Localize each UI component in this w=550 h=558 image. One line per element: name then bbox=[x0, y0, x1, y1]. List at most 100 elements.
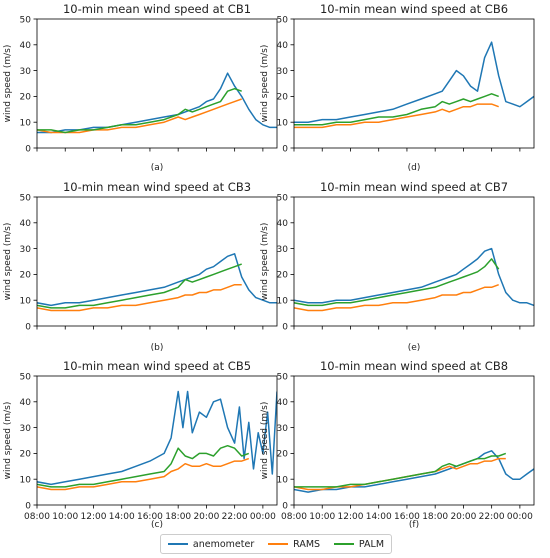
y-tick-label: 20 bbox=[277, 271, 289, 281]
chart-title: 10-min mean wind speed at CB1 bbox=[63, 2, 251, 16]
x-tick-label: 10:00 bbox=[309, 512, 335, 522]
y-tick-label: 40 bbox=[277, 41, 289, 51]
x-tick-label: 10:00 bbox=[52, 512, 78, 522]
legend-swatch-rams bbox=[268, 543, 289, 545]
y-tick-label: 30 bbox=[277, 424, 289, 434]
x-tick-label: 08:00 bbox=[24, 512, 50, 522]
y-axis-label: wind speed (m/s) bbox=[260, 223, 270, 301]
series-line-anemometer bbox=[294, 450, 534, 493]
legend-label-palm: PALM bbox=[358, 538, 385, 550]
y-tick-label: 50 bbox=[277, 193, 289, 203]
series-line-rams bbox=[37, 283, 242, 312]
chart-panel: 10-min mean wind speed at CB8 0 10 20 30 40 50… bbox=[260, 359, 535, 530]
axes-frame bbox=[36, 375, 278, 506]
x-tick-label: 12:00 bbox=[338, 512, 364, 522]
panel-label: (b) bbox=[151, 343, 164, 353]
x-tick-label: 14:00 bbox=[109, 512, 135, 522]
series-line-anemometer bbox=[294, 41, 534, 123]
chart-panel: 10-min mean wind speed at CB6 0 10 20 30 40 50… bbox=[260, 2, 535, 173]
y-axis-label: wind speed (m/s) bbox=[3, 402, 13, 480]
series-line-palm bbox=[294, 452, 507, 488]
y-tick-label: 40 bbox=[277, 398, 289, 408]
legend-item-anemometer: anemometer bbox=[167, 538, 255, 550]
legend-item-rams: RAMS bbox=[268, 539, 320, 550]
x-tick-label: 22:00 bbox=[222, 512, 248, 522]
series-line-palm bbox=[294, 93, 499, 126]
y-tick-label: 20 bbox=[20, 450, 32, 460]
x-tick-label: 16:00 bbox=[137, 512, 163, 522]
y-tick-label: 0 bbox=[25, 144, 31, 154]
chart-panel: 10-min mean wind speed at CB7 0 10 20 30 40 50… bbox=[260, 180, 535, 353]
series-line-rams bbox=[294, 457, 506, 491]
axes-frame bbox=[293, 196, 535, 327]
legend-swatch-palm bbox=[333, 543, 354, 545]
y-tick-label: 40 bbox=[20, 219, 32, 229]
series-line-palm bbox=[37, 263, 242, 309]
chart-panel: 10-min mean wind speed at CB1 0 10 20 30 40 50… bbox=[3, 2, 278, 173]
legend-swatch-anemometer bbox=[167, 543, 188, 545]
x-tick-label: 12:00 bbox=[81, 512, 107, 522]
y-tick-label: 30 bbox=[20, 245, 32, 255]
legend-label-anemometer: anemometer bbox=[192, 538, 255, 550]
y-axis-label: wind speed (m/s) bbox=[3, 45, 13, 123]
panel-label: (a) bbox=[151, 163, 164, 173]
series-line-anemometer bbox=[37, 72, 277, 134]
x-tick-label: 16:00 bbox=[394, 512, 420, 522]
series-line-rams bbox=[37, 98, 242, 134]
y-tick-label: 40 bbox=[20, 41, 32, 51]
x-tick-label: 18:00 bbox=[165, 512, 191, 522]
axes-frame bbox=[293, 375, 535, 506]
x-tick-label: 00:00 bbox=[507, 512, 533, 522]
y-tick-label: 20 bbox=[20, 93, 32, 103]
y-tick-label: 10 bbox=[277, 297, 289, 307]
series-line-anemometer bbox=[37, 390, 277, 486]
y-tick-label: 30 bbox=[277, 67, 289, 77]
legend: anemometer RAMS PALM bbox=[160, 534, 392, 554]
y-tick-label: 50 bbox=[277, 15, 289, 25]
y-tick-label: 50 bbox=[20, 372, 32, 382]
legend-label-rams: RAMS bbox=[293, 538, 321, 550]
x-tick-label: 20:00 bbox=[450, 512, 476, 522]
y-tick-label: 40 bbox=[277, 219, 289, 229]
x-tick-label: 14:00 bbox=[366, 512, 392, 522]
series-line-rams bbox=[294, 103, 499, 129]
y-tick-label: 20 bbox=[20, 271, 32, 281]
series-line-rams bbox=[294, 283, 499, 312]
y-tick-label: 50 bbox=[20, 15, 32, 25]
y-tick-label: 10 bbox=[277, 119, 289, 129]
chart-title: 10-min mean wind speed at CB5 bbox=[63, 359, 251, 373]
y-axis-label: wind speed (m/s) bbox=[3, 223, 13, 301]
y-tick-label: 20 bbox=[277, 93, 289, 103]
series-line-anemometer bbox=[294, 247, 534, 307]
y-tick-label: 50 bbox=[277, 372, 289, 382]
legend-item-palm: PALM bbox=[333, 538, 385, 550]
panel-label: (e) bbox=[408, 343, 421, 353]
panel-label: (f) bbox=[409, 520, 419, 530]
chart-title: 10-min mean wind speed at CB8 bbox=[320, 359, 508, 373]
series-line-palm bbox=[37, 444, 250, 488]
axes-frame bbox=[36, 18, 278, 149]
x-tick-label: 08:00 bbox=[281, 512, 307, 522]
y-tick-label: 10 bbox=[20, 476, 32, 486]
x-tick-label: 22:00 bbox=[479, 512, 505, 522]
chart-title: 10-min mean wind speed at CB6 bbox=[320, 2, 508, 16]
y-tick-label: 0 bbox=[282, 501, 288, 511]
series-line-anemometer bbox=[37, 253, 277, 307]
panel-label: (d) bbox=[408, 163, 421, 173]
panel-label: (c) bbox=[151, 520, 163, 530]
y-tick-label: 0 bbox=[25, 501, 31, 511]
x-tick-label: 20:00 bbox=[193, 512, 219, 522]
chart-panel: 10-min mean wind speed at CB5 0 10 20 30 40 50… bbox=[3, 359, 278, 530]
y-tick-label: 30 bbox=[20, 67, 32, 77]
y-axis-label: wind speed (m/s) bbox=[260, 45, 270, 123]
y-axis-label: wind speed (m/s) bbox=[260, 402, 270, 480]
chart-title: 10-min mean wind speed at CB7 bbox=[320, 180, 508, 194]
series-line-rams bbox=[37, 457, 250, 491]
series-line-palm bbox=[37, 87, 242, 134]
y-tick-label: 10 bbox=[20, 119, 32, 129]
y-tick-label: 50 bbox=[20, 193, 32, 203]
axes-frame bbox=[36, 196, 278, 327]
y-tick-label: 40 bbox=[20, 398, 32, 408]
x-tick-label: 18:00 bbox=[422, 512, 448, 522]
